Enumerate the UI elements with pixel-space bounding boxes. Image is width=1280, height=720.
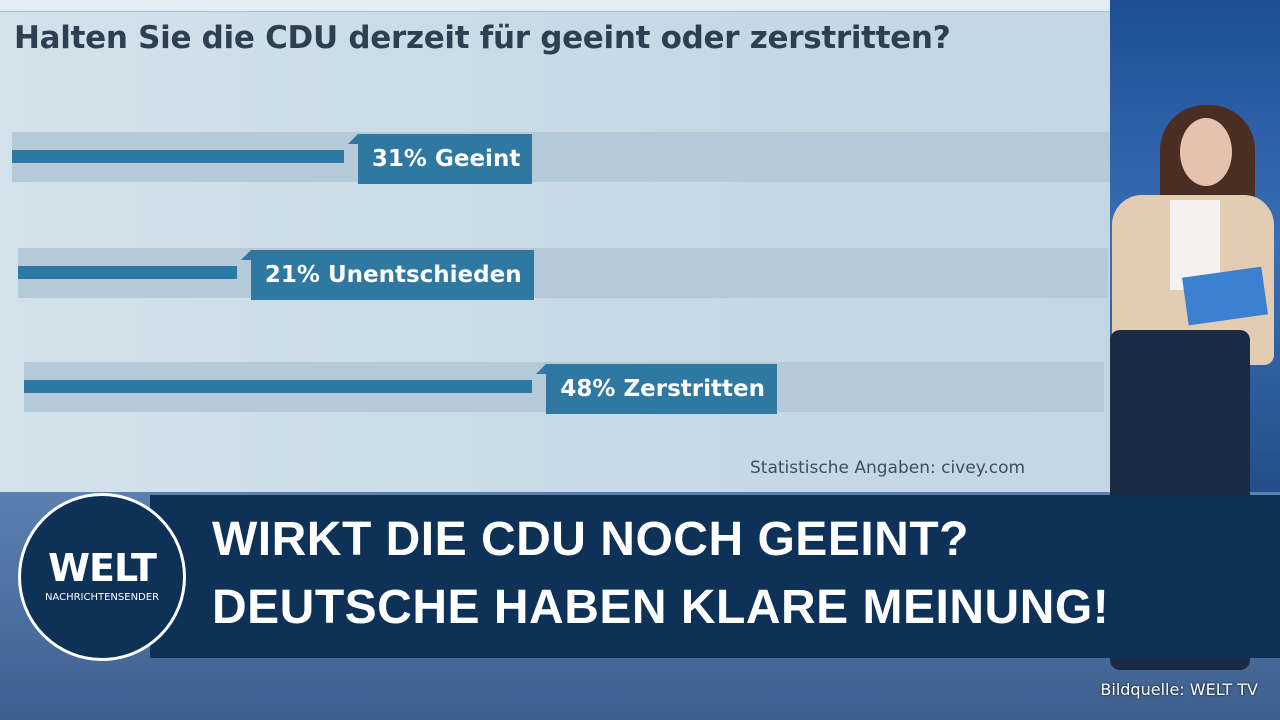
logo-wordmark: WELT (48, 546, 157, 590)
headline-line-1: WIRKT DIE CDU NOCH GEEINT? (212, 513, 969, 566)
chart-source: Statistische Angaben: civey.com (750, 458, 1026, 478)
bar-zerstritten (24, 380, 533, 393)
chart-screen: Halten Sie die CDU derzeit für geeint od… (0, 0, 1130, 492)
image-credit: Bildquelle: WELT TV (1100, 680, 1258, 699)
headline-line-2: DEUTSCHE HABEN KLARE MEINUNG! (212, 581, 1110, 634)
logo-subtitle: NACHRICHTENSENDER (44, 592, 160, 603)
bar-label: 31% Geeint (347, 134, 533, 184)
screen-top-edge (0, 0, 1130, 12)
lower-third-band (150, 495, 1280, 658)
bar-unentschieden (18, 266, 237, 279)
bar-geeint (12, 150, 344, 163)
bar-label: 21% Unentschieden (240, 250, 534, 300)
chart-title: Halten Sie die CDU derzeit für geeint od… (14, 20, 951, 56)
welt-logo: WELT NACHRICHTENSENDER (18, 493, 186, 661)
bar-label: 48% Zerstritten (536, 364, 777, 414)
